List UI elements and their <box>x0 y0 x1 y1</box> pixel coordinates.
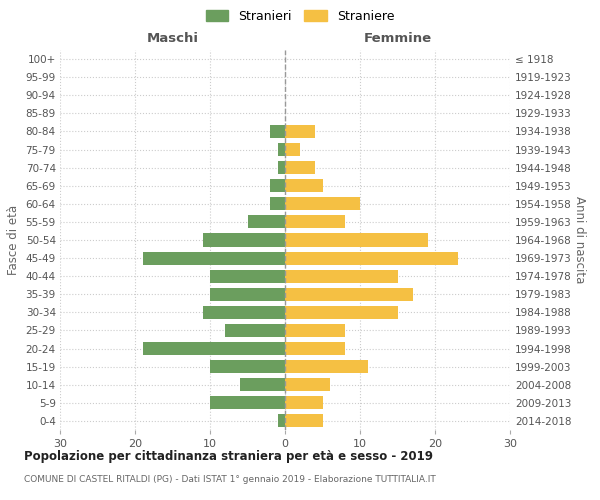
Bar <box>277 143 285 156</box>
Y-axis label: Anni di nascita: Anni di nascita <box>572 196 586 284</box>
Bar <box>248 216 285 228</box>
Bar <box>285 414 323 428</box>
Bar <box>210 270 285 282</box>
Bar <box>285 288 413 301</box>
Bar <box>285 378 330 392</box>
Bar <box>285 342 345 355</box>
Bar <box>270 179 285 192</box>
Bar <box>225 324 285 337</box>
Bar <box>285 234 427 246</box>
Text: COMUNE DI CASTEL RITALDI (PG) - Dati ISTAT 1° gennaio 2019 - Elaborazione TUTTIT: COMUNE DI CASTEL RITALDI (PG) - Dati IST… <box>24 475 436 484</box>
Text: Femmine: Femmine <box>364 32 431 44</box>
Bar <box>270 125 285 138</box>
Bar <box>210 360 285 373</box>
Bar <box>285 143 300 156</box>
Bar <box>277 161 285 174</box>
Bar <box>210 288 285 301</box>
Bar <box>285 198 360 210</box>
Bar <box>270 198 285 210</box>
Bar <box>203 234 285 246</box>
Bar <box>240 378 285 392</box>
Bar <box>285 252 458 264</box>
Bar <box>285 179 323 192</box>
Bar <box>143 252 285 264</box>
Bar <box>285 270 398 282</box>
Bar <box>285 125 315 138</box>
Bar <box>285 324 345 337</box>
Bar <box>285 396 323 409</box>
Legend: Stranieri, Straniere: Stranieri, Straniere <box>202 6 398 26</box>
Text: Maschi: Maschi <box>146 32 199 44</box>
Text: Popolazione per cittadinanza straniera per età e sesso - 2019: Popolazione per cittadinanza straniera p… <box>24 450 433 463</box>
Bar <box>285 161 315 174</box>
Bar <box>143 342 285 355</box>
Bar <box>210 396 285 409</box>
Bar <box>277 414 285 428</box>
Bar <box>203 306 285 319</box>
Bar <box>285 216 345 228</box>
Bar <box>285 306 398 319</box>
Bar <box>285 360 367 373</box>
Y-axis label: Fasce di età: Fasce di età <box>7 205 20 275</box>
